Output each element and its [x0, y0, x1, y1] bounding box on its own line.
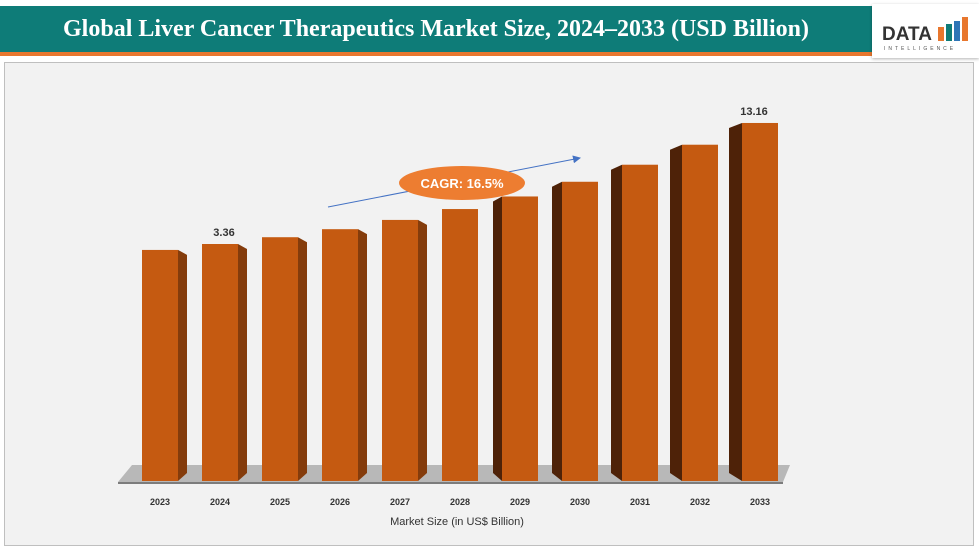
- cagr-bubble: [399, 166, 525, 200]
- bar-2028: [442, 209, 478, 481]
- x-tick-label: 2029: [510, 497, 530, 507]
- bar-2032: [670, 144, 718, 481]
- bar-2029: [493, 196, 538, 482]
- bar-front: [502, 196, 538, 482]
- bar-front: [622, 164, 658, 482]
- chart-title: Global Liver Cancer Therapeutics Market …: [63, 16, 809, 42]
- data-label: 13.16: [740, 106, 768, 118]
- bar-2030: [552, 181, 598, 481]
- x-tick-label: 2032: [690, 497, 710, 507]
- x-tick-label: 2033: [750, 497, 770, 507]
- bar-2027: [382, 219, 427, 481]
- bar-2033: [729, 122, 778, 481]
- x-axis-title: Market Size (in US$ Billion): [390, 516, 524, 528]
- x-tick-label: 2027: [390, 497, 410, 507]
- logo-graphic: DATA INTELLIGENCE: [882, 17, 968, 52]
- logo-text: DATA: [882, 24, 932, 45]
- bar-front: [682, 144, 718, 481]
- bar-2026: [322, 229, 367, 481]
- company-logo: DATA INTELLIGENCE: [872, 4, 979, 58]
- bar-front: [382, 219, 418, 481]
- bar-front: [322, 229, 358, 481]
- bar-side: [178, 249, 187, 481]
- bar-2023: [142, 249, 187, 481]
- bar-side: [670, 144, 682, 481]
- x-tick-label: 2031: [630, 497, 650, 507]
- bar-2024: [202, 244, 247, 481]
- bar-front: [262, 237, 298, 481]
- x-tick-label: 2023: [150, 497, 170, 507]
- bar-front: [442, 209, 478, 481]
- bar-side: [611, 164, 622, 482]
- cagr-label: CAGR: 16.5%: [420, 176, 504, 191]
- bar-side: [238, 244, 247, 481]
- bar-2025: [262, 237, 307, 481]
- bar-side: [418, 219, 427, 481]
- bar-side: [358, 229, 367, 481]
- bar-2031: [611, 164, 658, 482]
- bar-front: [562, 181, 598, 481]
- bar-front: [742, 122, 778, 481]
- bar-side: [298, 237, 307, 481]
- bar-side: [493, 196, 502, 482]
- x-tick-label: 2030: [570, 497, 590, 507]
- bar-side: [552, 181, 562, 481]
- bar-front: [202, 244, 238, 481]
- bar-front: [142, 249, 178, 481]
- bar-side: [729, 122, 742, 481]
- x-tick-label: 2028: [450, 497, 470, 507]
- header-bar: Global Liver Cancer Therapeutics Market …: [0, 6, 872, 56]
- x-tick-label: 2026: [330, 497, 350, 507]
- x-tick-label: 2025: [270, 497, 290, 507]
- data-label: 3.36: [213, 227, 234, 239]
- x-tick-label: 2024: [210, 497, 230, 507]
- logo-subtext: INTELLIGENCE: [884, 46, 956, 52]
